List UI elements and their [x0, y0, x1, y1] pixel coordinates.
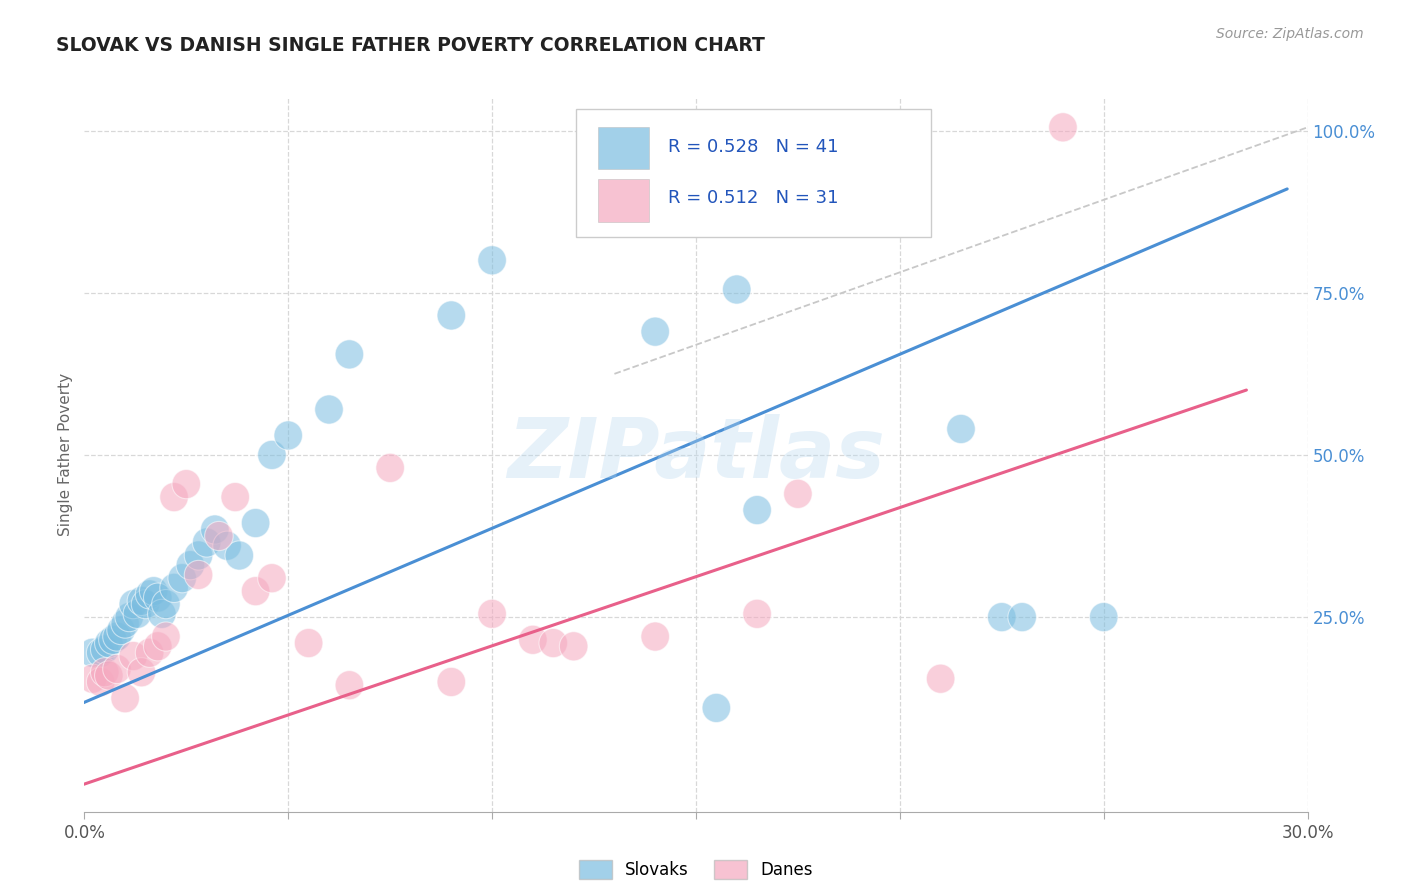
Ellipse shape: [437, 667, 465, 697]
Ellipse shape: [478, 599, 506, 629]
Ellipse shape: [143, 583, 172, 612]
Ellipse shape: [221, 483, 249, 512]
FancyBboxPatch shape: [598, 127, 650, 169]
Ellipse shape: [927, 665, 955, 693]
Ellipse shape: [115, 602, 143, 632]
FancyBboxPatch shape: [576, 109, 931, 237]
Ellipse shape: [987, 602, 1017, 632]
Ellipse shape: [335, 340, 364, 369]
Ellipse shape: [86, 667, 115, 697]
Ellipse shape: [127, 657, 156, 687]
Legend: Slovaks, Danes: Slovaks, Danes: [572, 853, 820, 886]
Ellipse shape: [257, 441, 287, 469]
Ellipse shape: [184, 541, 212, 570]
Ellipse shape: [79, 665, 107, 693]
Ellipse shape: [120, 641, 148, 671]
Ellipse shape: [641, 622, 669, 651]
Ellipse shape: [111, 609, 139, 638]
Ellipse shape: [107, 615, 135, 645]
Ellipse shape: [702, 693, 731, 723]
Ellipse shape: [315, 395, 343, 424]
Ellipse shape: [94, 661, 124, 690]
Text: SLOVAK VS DANISH SINGLE FATHER POVERTY CORRELATION CHART: SLOVAK VS DANISH SINGLE FATHER POVERTY C…: [56, 36, 765, 54]
Ellipse shape: [1049, 112, 1077, 142]
Ellipse shape: [946, 415, 976, 443]
Ellipse shape: [437, 301, 465, 330]
Ellipse shape: [184, 560, 212, 590]
Ellipse shape: [478, 245, 506, 275]
Text: R = 0.528   N = 41: R = 0.528 N = 41: [668, 137, 838, 155]
Ellipse shape: [103, 655, 131, 683]
Ellipse shape: [176, 550, 205, 580]
Ellipse shape: [152, 622, 180, 651]
Ellipse shape: [242, 508, 270, 538]
Ellipse shape: [79, 638, 107, 667]
Ellipse shape: [160, 483, 188, 512]
Ellipse shape: [1008, 602, 1036, 632]
Ellipse shape: [139, 576, 167, 606]
Ellipse shape: [135, 580, 165, 609]
Ellipse shape: [742, 599, 772, 629]
Ellipse shape: [124, 599, 152, 629]
Ellipse shape: [1090, 602, 1118, 632]
Ellipse shape: [103, 622, 131, 651]
Ellipse shape: [193, 528, 221, 558]
FancyBboxPatch shape: [598, 178, 650, 221]
Ellipse shape: [538, 629, 568, 657]
Ellipse shape: [274, 421, 302, 450]
Ellipse shape: [205, 522, 233, 550]
Ellipse shape: [111, 683, 139, 713]
Ellipse shape: [127, 586, 156, 615]
Ellipse shape: [783, 479, 813, 508]
Ellipse shape: [172, 469, 201, 499]
Ellipse shape: [98, 625, 127, 655]
Ellipse shape: [131, 590, 160, 619]
Ellipse shape: [201, 515, 229, 544]
Ellipse shape: [148, 599, 176, 629]
Ellipse shape: [135, 638, 165, 667]
Text: R = 0.512   N = 31: R = 0.512 N = 31: [668, 189, 838, 207]
Text: ZIPatlas: ZIPatlas: [508, 415, 884, 495]
Ellipse shape: [519, 625, 547, 655]
Ellipse shape: [94, 629, 124, 657]
Ellipse shape: [257, 564, 287, 593]
Ellipse shape: [560, 632, 588, 661]
Ellipse shape: [742, 495, 772, 524]
Y-axis label: Single Father Poverty: Single Father Poverty: [58, 374, 73, 536]
Ellipse shape: [375, 453, 405, 483]
Ellipse shape: [212, 531, 242, 560]
Ellipse shape: [143, 632, 172, 661]
Ellipse shape: [86, 638, 115, 667]
Ellipse shape: [120, 590, 148, 619]
Ellipse shape: [90, 657, 120, 687]
Ellipse shape: [641, 317, 669, 346]
Ellipse shape: [242, 576, 270, 606]
Ellipse shape: [335, 671, 364, 700]
Ellipse shape: [90, 635, 120, 665]
Text: Source: ZipAtlas.com: Source: ZipAtlas.com: [1216, 27, 1364, 41]
Ellipse shape: [723, 275, 751, 304]
Ellipse shape: [225, 541, 253, 570]
Ellipse shape: [167, 564, 197, 593]
Ellipse shape: [160, 574, 188, 602]
Ellipse shape: [294, 629, 323, 657]
Ellipse shape: [152, 590, 180, 619]
